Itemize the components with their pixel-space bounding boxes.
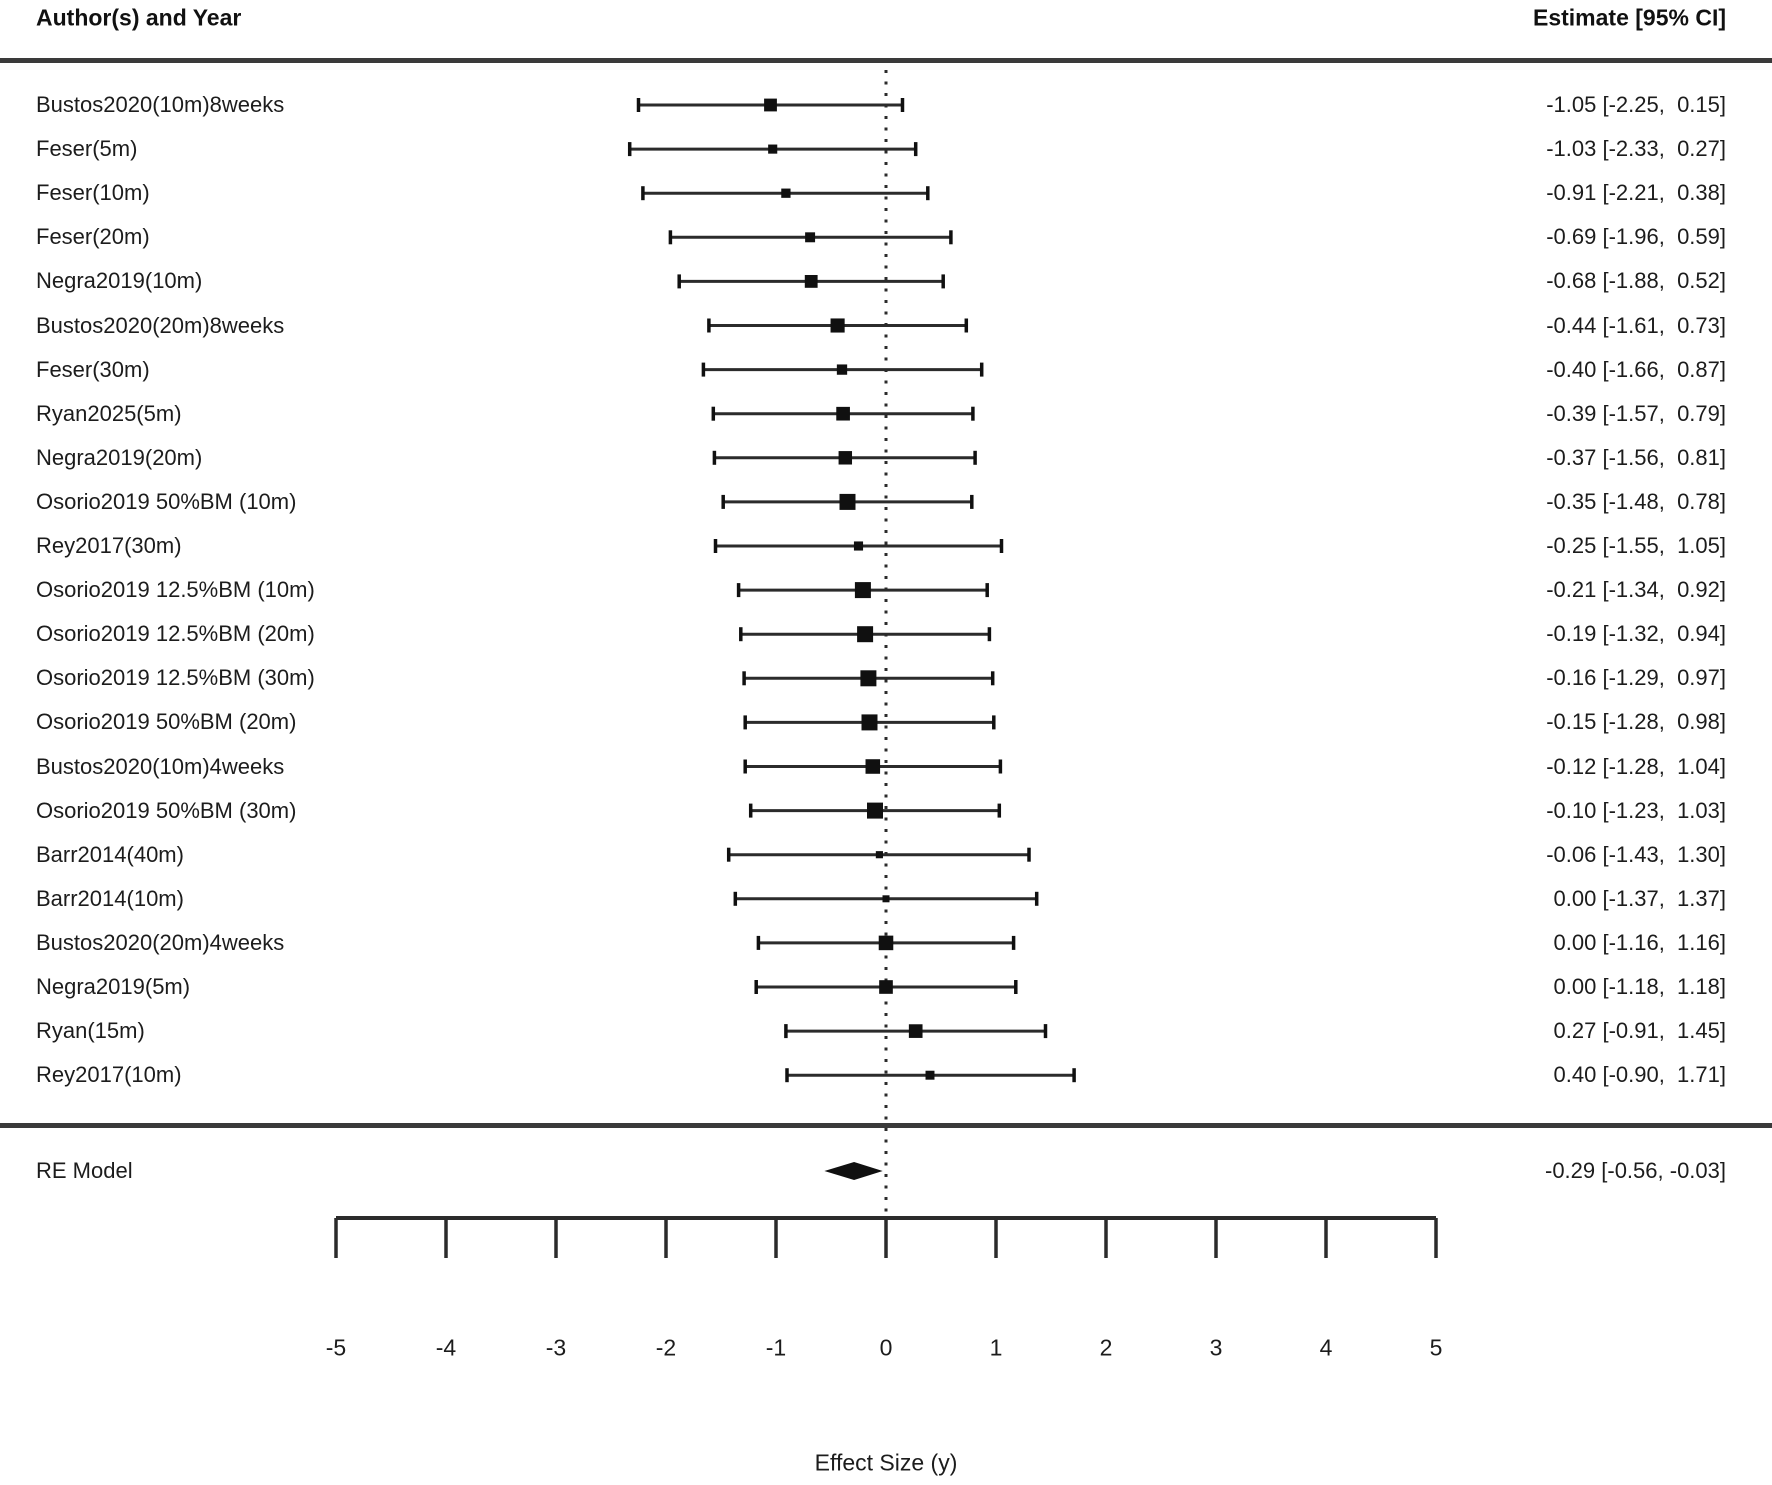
point-estimate-square xyxy=(908,1024,923,1038)
study-label: Osorio2019 50%BM (30m) xyxy=(36,797,297,823)
point-estimate-square xyxy=(867,802,883,819)
point-estimate-square xyxy=(830,318,845,333)
study-label: Bustos2020(10m)8weeks xyxy=(36,92,285,117)
study-label: Ryan2025(5m) xyxy=(36,400,182,426)
study-estimate: -0.25 [-1.55, 1.05] xyxy=(1546,533,1726,558)
point-estimate-square xyxy=(854,582,871,599)
study-estimate: -0.91 [-2.21, 0.38] xyxy=(1546,180,1726,206)
point-estimate-square xyxy=(879,980,893,994)
point-estimate-square xyxy=(857,626,874,643)
study-estimate: -0.40 [-1.66, 0.87] xyxy=(1546,356,1726,382)
study-label: Rey2017(10m) xyxy=(36,1062,182,1088)
study-estimate: -0.37 [-1.56, 0.81] xyxy=(1546,444,1726,470)
study-estimate: -0.16 [-1.29, 0.97] xyxy=(1546,665,1726,691)
study-estimate: -0.06 [-1.43, 1.30] xyxy=(1546,841,1726,867)
point-estimate-square xyxy=(882,895,890,903)
x-axis-tick-label: -1 xyxy=(765,1334,787,1361)
x-axis-tick-label: 5 xyxy=(1429,1334,1443,1361)
x-axis-title: Effect Size (y) xyxy=(814,1449,958,1476)
study-estimate: -0.10 [-1.23, 1.03] xyxy=(1546,797,1726,823)
study-label: Feser(10m) xyxy=(36,180,150,206)
point-estimate-square xyxy=(853,541,864,551)
point-estimate-square xyxy=(838,451,853,465)
study-label: Barr2014(40m) xyxy=(36,841,184,867)
x-axis-tick-label: -5 xyxy=(325,1334,347,1361)
author-column-header: Author(s) and Year xyxy=(36,4,242,31)
study-label: Osorio2019 50%BM (20m) xyxy=(36,709,297,735)
study-label: Feser(30m) xyxy=(36,356,150,382)
x-axis-tick-label: 0 xyxy=(879,1334,893,1361)
study-estimate: -0.19 [-1.32, 0.94] xyxy=(1546,621,1726,647)
study-label: Osorio2019 50%BM (10m) xyxy=(36,488,297,514)
point-estimate-square xyxy=(860,670,877,687)
study-label: Negra2019(20m) xyxy=(36,444,203,470)
x-axis-tick-label: -4 xyxy=(435,1334,457,1361)
point-estimate-square xyxy=(768,144,778,154)
study-estimate: -0.69 [-1.96, 0.59] xyxy=(1546,224,1726,250)
x-axis-tick-label: 2 xyxy=(1099,1334,1113,1361)
study-estimate: -0.44 [-1.61, 0.73] xyxy=(1546,312,1726,338)
header-rule xyxy=(0,58,1772,63)
point-estimate-square xyxy=(875,851,883,859)
study-label: Ryan(15m) xyxy=(36,1018,145,1044)
x-axis-tick-label: -3 xyxy=(545,1334,567,1361)
study-label: Negra2019(5m) xyxy=(36,974,191,999)
point-estimate-square xyxy=(861,714,878,731)
summary-divider-rule xyxy=(0,1123,1772,1128)
study-estimate: 0.00 [-1.18, 1.18] xyxy=(1553,974,1726,999)
study-estimate: -0.21 [-1.34, 0.92] xyxy=(1546,577,1726,603)
study-estimate: 0.00 [-1.16, 1.16] xyxy=(1553,929,1726,955)
point-estimate-square xyxy=(764,98,777,112)
study-estimate: -0.39 [-1.57, 0.79] xyxy=(1546,400,1726,426)
study-estimate: 0.00 [-1.37, 1.37] xyxy=(1553,885,1726,911)
study-label: Feser(5m) xyxy=(36,136,138,162)
x-axis-tick-label: 4 xyxy=(1319,1334,1333,1361)
study-label: Osorio2019 12.5%BM (20m) xyxy=(36,621,315,647)
study-label: Barr2014(10m) xyxy=(36,885,184,911)
study-estimate: -1.05 [-2.25, 0.15] xyxy=(1546,92,1726,117)
point-estimate-square xyxy=(836,406,850,421)
point-estimate-square xyxy=(781,188,791,198)
study-label: Negra2019(10m) xyxy=(36,268,203,294)
study-estimate: -1.03 [-2.33, 0.27] xyxy=(1546,136,1726,162)
point-estimate-square xyxy=(805,232,816,243)
point-estimate-square xyxy=(839,493,856,510)
point-estimate-square xyxy=(878,935,894,951)
point-estimate-square xyxy=(925,1070,935,1080)
study-label: Osorio2019 12.5%BM (30m) xyxy=(36,665,315,691)
study-estimate: 0.40 [-0.90, 1.71] xyxy=(1553,1062,1726,1088)
study-label: Bustos2020(10m)4weeks xyxy=(36,753,285,779)
re-model-estimate: -0.29 [-0.56, -0.03] xyxy=(1545,1158,1726,1183)
study-label: Bustos2020(20m)8weeks xyxy=(36,312,285,338)
study-label: Bustos2020(20m)4weeks xyxy=(36,929,285,955)
x-axis-tick-label: -2 xyxy=(655,1334,677,1361)
study-label: Rey2017(30m) xyxy=(36,533,182,558)
x-axis-tick-label: 3 xyxy=(1209,1334,1223,1361)
point-estimate-square xyxy=(865,759,881,774)
study-label: Osorio2019 12.5%BM (10m) xyxy=(36,577,315,603)
study-estimate: -0.12 [-1.28, 1.04] xyxy=(1546,753,1726,779)
estimate-column-header: Estimate [95% CI] xyxy=(1532,4,1726,31)
study-estimate: -0.15 [-1.28, 0.98] xyxy=(1546,709,1726,735)
study-estimate: 0.27 [-0.91, 1.45] xyxy=(1553,1018,1726,1044)
point-estimate-square xyxy=(836,364,848,375)
study-estimate: -0.68 [-1.88, 0.52] xyxy=(1546,268,1726,294)
point-estimate-square xyxy=(804,274,818,288)
study-label: Feser(20m) xyxy=(36,224,150,250)
study-estimate: -0.35 [-1.48, 0.78] xyxy=(1546,488,1726,514)
summary-diamond xyxy=(824,1162,883,1180)
x-axis-tick-label: 1 xyxy=(989,1334,1003,1361)
re-model-label: RE Model xyxy=(36,1158,133,1183)
